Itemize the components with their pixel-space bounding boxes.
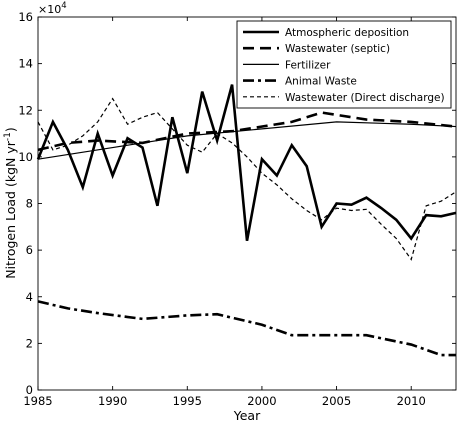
legend-entry-label: Wastewater (septic) <box>285 43 390 55</box>
y-tick-label: 14 <box>18 57 33 71</box>
ticks-layer: 1985 1990 1995 2000 2005 2010 0 2 4 6 8 10 12 14 16 <box>18 10 456 408</box>
series-layer <box>36 84 457 357</box>
legend-entry-label: Animal Waste <box>285 76 357 88</box>
x-tick-label: 1985 <box>23 394 52 408</box>
x-tick-label: 2010 <box>397 394 426 408</box>
series-line-animal-waste <box>37 300 456 357</box>
legend-entry-label: Atmospheric deposition <box>285 27 409 39</box>
y-tick-label: 16 <box>18 10 33 24</box>
legend-entry-label: Wastewater (Direct discharge) <box>285 92 445 104</box>
x-tick-label: 1995 <box>173 394 202 408</box>
y-tick-label: 2 <box>26 336 33 350</box>
series-line-atmospheric-deposition <box>36 84 457 242</box>
series-line-fertilizer <box>37 121 457 160</box>
y-tick-label: 4 <box>26 290 33 304</box>
x-tick-label: 2000 <box>247 394 276 408</box>
x-axis-label: Year <box>233 408 261 423</box>
y-axis-label: Nitrogen Load (kgN yr-1) <box>3 127 18 279</box>
series-line-wastewater-direct-discharge <box>37 97 457 261</box>
y-tick-label: 0 <box>26 383 33 397</box>
y-tick-label: 6 <box>26 243 33 257</box>
x-tick-label: 2005 <box>322 394 351 408</box>
y-axis-label-superscript: -1 <box>3 132 13 141</box>
y-tick-label: 8 <box>26 197 33 211</box>
y-axis-label-close: ) <box>3 127 18 132</box>
y-tick-label: 10 <box>18 150 33 164</box>
y-tick-label: 12 <box>18 103 33 117</box>
legend: Atmospheric deposition Wastewater (septic… <box>236 20 452 109</box>
y-exponent-label: ×104 <box>38 1 67 16</box>
x-tick-label: 1990 <box>98 394 127 408</box>
legend-entry-label: Fertilizer <box>285 59 331 71</box>
y-exponent-power: 4 <box>61 1 66 11</box>
